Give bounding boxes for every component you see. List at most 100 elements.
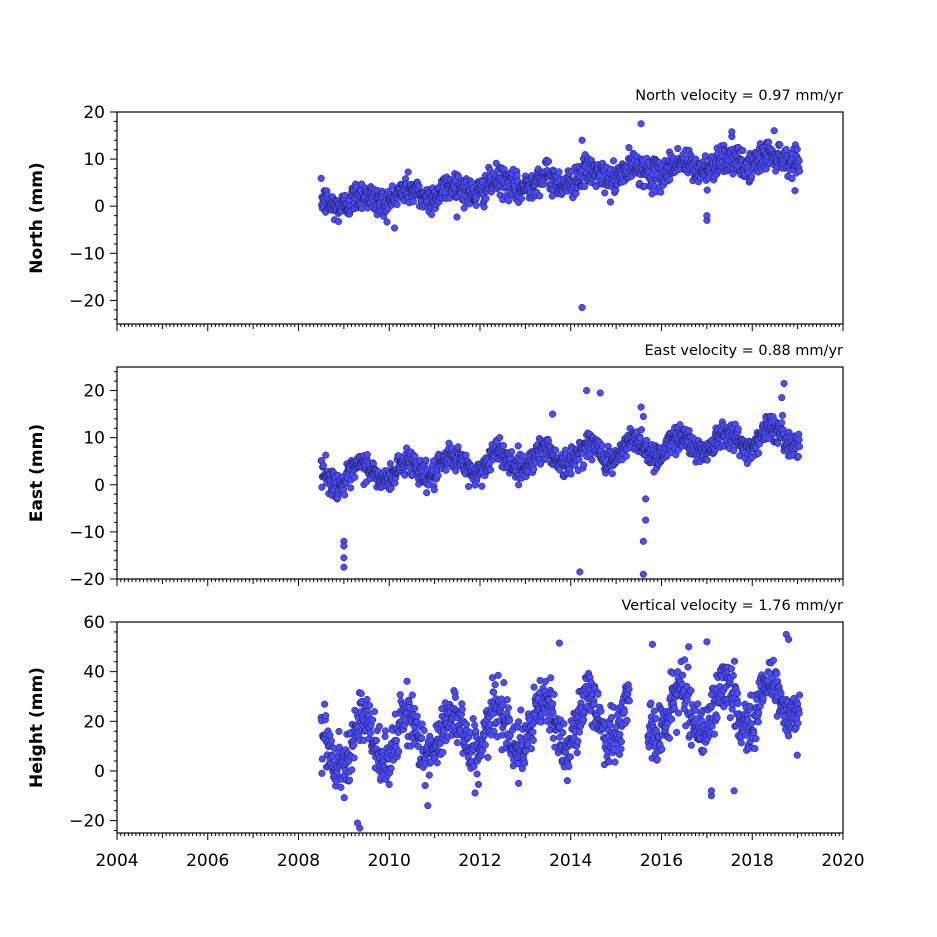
east-data-point (795, 436, 803, 444)
height-y-axis-title: Height (mm) (27, 667, 47, 788)
height-y-tick-label: 40 (83, 663, 105, 683)
height-data-point (387, 764, 395, 773)
height-data-point (350, 741, 358, 749)
height-x-tick-label: 2014 (549, 851, 592, 871)
east-outlier-point (583, 387, 591, 395)
height-data-point (327, 737, 335, 745)
north-outlier-point (578, 303, 586, 312)
east-outlier-point (642, 495, 650, 503)
height-data-point (372, 737, 380, 745)
height-data-point (385, 780, 393, 789)
height-data-point (462, 721, 470, 729)
north-data-point (609, 157, 618, 165)
east-data-point (496, 434, 504, 442)
north-data-point (666, 176, 674, 184)
east-data-point (401, 471, 409, 479)
east-data-point (442, 466, 450, 474)
height-outlier-point (555, 639, 563, 647)
north-data-point (625, 144, 633, 152)
height-data-point (521, 759, 529, 767)
height-data-point (625, 685, 633, 693)
height-data-point (737, 739, 745, 747)
height-data-point (549, 709, 557, 717)
height-data-point (668, 715, 676, 723)
height-data-point (727, 665, 736, 673)
east-velocity-label: East velocity = 0.88 mm/yr (644, 343, 843, 359)
east-data-point (552, 446, 560, 454)
height-data-point (795, 691, 804, 699)
east-data-point (465, 483, 473, 491)
height-data-point (471, 789, 479, 797)
east-outlier-point (642, 516, 650, 524)
height-outlier-point (685, 643, 693, 651)
height-data-point (793, 751, 801, 759)
east-data-point (478, 482, 486, 490)
height-data-point (795, 709, 803, 717)
height-data-point (411, 704, 419, 713)
height-data-point (794, 719, 802, 727)
height-data-point (616, 731, 624, 739)
panel-north: 20 10 0 −10 −20 North (mm) North velocity = 0.… (27, 88, 844, 331)
height-data-point (403, 677, 411, 685)
north-points (317, 120, 804, 312)
east-y-tick-label: 0 (94, 476, 105, 496)
height-data-point (713, 714, 721, 722)
east-data-point (685, 427, 693, 435)
east-data-point (637, 426, 646, 434)
height-data-point (559, 729, 567, 737)
height-data-point (658, 745, 666, 753)
height-data-point (517, 706, 525, 714)
height-x-tick-label: 2008 (277, 851, 320, 871)
height-data-point (421, 781, 429, 790)
east-data-point (734, 425, 742, 433)
east-data-point (514, 442, 522, 450)
height-data-point (458, 705, 466, 713)
height-data-point (611, 758, 619, 766)
east-data-point (351, 473, 359, 481)
height-data-point (321, 700, 329, 708)
height-data-point (653, 755, 661, 763)
height-data-point (418, 720, 426, 728)
east-data-point (774, 439, 782, 447)
height-data-point (574, 737, 582, 745)
east-data-point (608, 470, 616, 478)
height-data-point (679, 671, 687, 679)
north-data-point (404, 168, 412, 176)
east-y-tick-label: 20 (83, 382, 105, 402)
north-y-tick-label: −10 (69, 244, 105, 264)
north-data-point (480, 203, 488, 211)
height-outlier-point (353, 819, 362, 827)
height-data-point (773, 670, 781, 678)
north-data-point (472, 201, 480, 209)
east-data-point (454, 443, 462, 451)
north-data-point (317, 174, 325, 182)
east-data-point (598, 441, 606, 450)
east-data-point (363, 450, 371, 459)
north-data-point (791, 187, 799, 195)
east-data-point (322, 451, 330, 459)
height-y-tick-label: 0 (94, 762, 105, 782)
height-data-point (623, 716, 631, 724)
height-data-point (549, 700, 557, 708)
height-points (317, 630, 804, 832)
height-data-point (549, 734, 557, 742)
height-data-point (366, 729, 374, 737)
height-data-point (617, 738, 625, 746)
east-data-point (423, 489, 431, 497)
height-data-point (580, 716, 588, 724)
east-data-point (778, 411, 787, 419)
height-data-point (335, 727, 343, 736)
height-data-point (769, 656, 777, 664)
north-data-point (454, 172, 463, 180)
north-data-point (606, 198, 615, 206)
height-data-point (418, 734, 426, 742)
north-outlier-point (637, 120, 645, 128)
east-y-tick-label: 10 (83, 429, 105, 449)
height-data-point (350, 754, 358, 762)
height-data-point (563, 777, 571, 785)
height-data-point (503, 696, 511, 704)
height-data-point (346, 776, 354, 784)
north-data-point (739, 146, 747, 155)
east-data-point (462, 451, 470, 459)
